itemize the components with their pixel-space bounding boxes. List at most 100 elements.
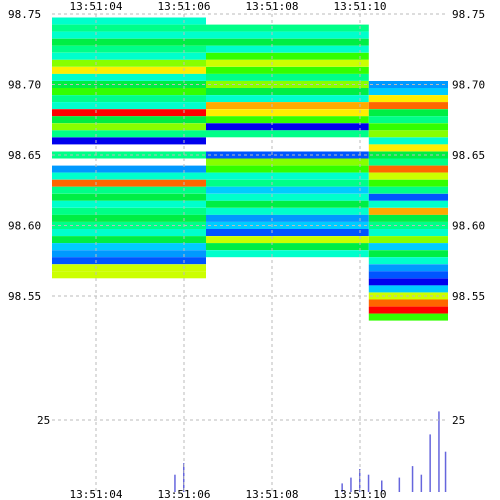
heatmap-cell-0-8 [52,73,206,81]
heatmap-cell-0-3 [52,38,206,46]
heatmap-cell-2-2 [368,95,448,103]
heatmap-cell-2-6 [368,123,448,131]
volume-bar-6 [381,480,383,492]
heatmap-cell-0-25 [52,193,206,201]
volume-bar-12 [444,451,447,492]
grid-lines [52,8,448,492]
heatmap-cell-2-23 [368,243,448,251]
heatmap-cell-1-1 [206,31,369,39]
volume-bar-4 [359,469,361,492]
x-tick-label-bottom-0: 13:51:04 [70,488,123,500]
heatmap-cell-1-3 [206,45,369,53]
heatmap-cell-1-21 [206,172,369,180]
heatmap-cell-1-5 [206,59,369,67]
heatmap-cell-2-18 [368,207,448,215]
heatmap-cell-0-19 [52,151,206,159]
heatmap-cell-0-6 [52,59,206,67]
heatmap-cell-2-21 [368,229,448,236]
heatmap-cell-2-15 [368,186,448,194]
heatmap-cell-2-13 [368,172,448,180]
heatmap-cell-2-7 [368,130,448,138]
heatmap-cell-1-32 [206,250,369,258]
heatmap-cell-1-11 [206,102,369,110]
heatmap-cell-1-30 [206,236,369,244]
heatmap-cell-1-4 [206,52,369,60]
volume-bar-3 [350,477,352,492]
heatmap-cell-0-0 [52,17,206,25]
y-tick-label-left-1: 98.70 [8,79,41,92]
volume-bar-9 [420,474,423,492]
heatmap-cell-2-11 [368,158,448,166]
heatmap-cell-1-6 [206,66,369,74]
heatmap-cell-0-33 [52,250,206,258]
x-tick-label-top-2: 13:51:08 [246,0,299,13]
x-tick-label-top-1: 13:51:06 [158,0,211,13]
volume-bar-7 [398,477,401,492]
heatmap-cell-2-26 [368,264,448,272]
volume-bar-2 [341,483,343,492]
heatmap-cell-2-16 [368,193,448,201]
volume-bar-8 [411,466,414,492]
heatmap-cell-1-25 [206,200,369,208]
heatmap-cell-1-14 [206,123,369,131]
y-tick-label-right-4: 98.55 [452,290,485,303]
heatmap-cell-0-35 [52,264,206,272]
heatmap-cell-2-22 [368,236,448,244]
heatmap-cell-1-7 [206,73,369,81]
heatmap-cell-1-19 [206,158,369,166]
heatmap-cell-2-14 [368,179,448,187]
heatmap-cell-1-22 [206,179,369,187]
heatmap-cell-2-5 [368,116,448,124]
heatmap-cell-0-14 [52,116,206,124]
heatmap-cell-0-11 [52,95,206,103]
y-tick-label-right-0: 98.75 [452,8,485,21]
heatmap-cell-0-9 [52,81,206,88]
heatmap-cell-1-27 [206,214,369,222]
heatmap-cell-2-24 [368,250,448,258]
heatmap-cell-0-23 [52,179,206,187]
volume-bar-5 [367,474,370,492]
y-tick-label-left-0: 98.75 [8,8,41,21]
heatmap-cell-1-15 [206,130,369,138]
heatmap-cell-1-2 [206,38,369,46]
heatmap-cell-0-2 [52,31,206,39]
volume-tick-label-right: 25 [452,414,465,427]
y-tick-label-right-2: 98.65 [452,149,485,162]
y-tick-label-left-4: 98.55 [8,290,41,303]
x-tick-label-top-3: 13:51:10 [334,0,387,13]
heatmap-cell-2-12 [368,165,448,173]
volume-bar-0 [174,474,176,492]
heatmap-cell-0-7 [52,66,206,74]
heatmap-cell-0-27 [52,207,206,215]
heatmap-cell-0-32 [52,243,206,251]
axis-labels: 13:51:04 13:51:04 13:51:06 13:51:06 13:51:08… [8,0,485,500]
heatmap-cell-2-17 [368,200,448,208]
heatmap-cell-2-33 [368,313,448,321]
heatmap-cell-2-4 [368,109,448,117]
heatmap-cell-1-20 [206,165,369,173]
heatmap-cell-0-16 [52,130,206,138]
heatmap-cell-2-31 [368,299,448,307]
x-tick-label-bottom-3: 13:51:10 [334,488,387,500]
heatmap-cell-2-9 [368,144,448,152]
heatmap-cell-1-9 [206,88,369,95]
heatmap-cell-0-22 [52,172,206,180]
volume-bar-11 [438,411,440,492]
heatmap-cell-1-10 [206,95,369,103]
heatmap-cell-0-4 [52,45,206,53]
heatmap-cell-0-10 [52,88,206,95]
heatmap-cell-0-21 [52,165,206,173]
heatmap-cell-2-29 [368,285,448,293]
heatmap-cell-1-31 [206,243,369,251]
heatmap-cell-0-17 [52,137,206,145]
heatmap-cell-0-1 [52,24,206,32]
heatmap-cell-1-29 [206,229,369,236]
y-tick-label-right-1: 98.70 [452,79,485,92]
heatmap-cell-0-30 [52,229,206,236]
heatmap-cell-2-1 [368,88,448,95]
heatmap-cell-0-12 [52,102,206,110]
x-tick-label-bottom-2: 13:51:08 [246,488,299,500]
heatmap-cell-0-13 [52,109,206,117]
y-tick-label-right-3: 98.60 [452,220,485,233]
